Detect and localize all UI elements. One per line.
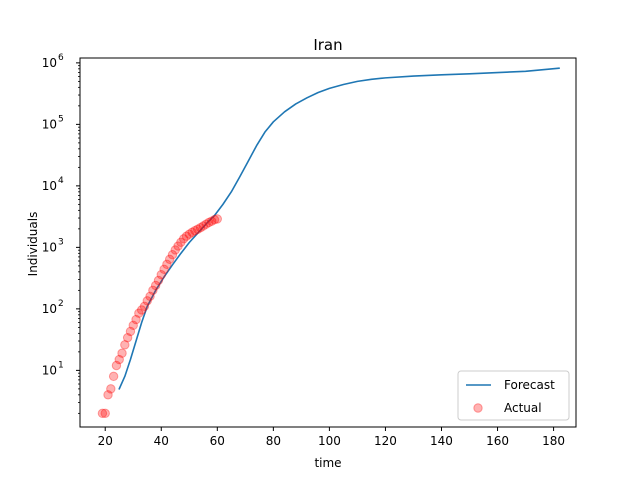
y-tick-exponent: 3 xyxy=(58,237,64,247)
x-tick-label: 140 xyxy=(430,434,453,448)
x-tick-label: 180 xyxy=(542,434,565,448)
x-tick-label: 160 xyxy=(486,434,509,448)
chart-title: Iran xyxy=(313,36,342,54)
actual-point xyxy=(117,348,127,358)
y-tick-label: 10 xyxy=(42,179,57,193)
actual-point xyxy=(103,390,113,400)
actual-point xyxy=(181,231,192,241)
actual-point xyxy=(114,354,124,365)
actual-point xyxy=(97,408,108,419)
x-tick-label: 20 xyxy=(98,434,113,448)
actual-point xyxy=(125,326,136,337)
actual-point xyxy=(150,280,161,291)
actual-point xyxy=(106,384,116,394)
actual-point xyxy=(122,332,133,343)
axes-frame xyxy=(79,57,577,428)
y-tick-exponent: 5 xyxy=(58,114,64,124)
y-tick-exponent: 1 xyxy=(58,360,64,370)
legend-label: Forecast xyxy=(504,378,555,392)
actual-point xyxy=(136,305,147,315)
actual-point xyxy=(153,275,164,286)
legend-box xyxy=(457,370,570,421)
actual-point xyxy=(184,229,194,239)
x-tick-label: 40 xyxy=(154,434,169,448)
y-tick-label: 10 xyxy=(42,302,57,316)
x-axis-label: time xyxy=(314,456,341,470)
y-axis-label: Individuals xyxy=(26,212,40,277)
y-tick-label: 10 xyxy=(42,117,57,131)
actual-point xyxy=(139,301,150,312)
y-tick-exponent: 2 xyxy=(58,299,64,309)
x-tick-label: 120 xyxy=(374,434,397,448)
actual-point xyxy=(212,214,223,224)
forecast-line xyxy=(118,67,560,390)
actual-point xyxy=(131,314,141,325)
actual-point xyxy=(159,264,169,274)
actual-point xyxy=(170,245,180,255)
actual-point xyxy=(176,237,186,247)
y-tick-label: 10 xyxy=(42,363,57,377)
x-axis: 20 40 60 80 100 120 140 160 180 xyxy=(98,427,565,448)
actual-point xyxy=(100,408,110,419)
actual-point xyxy=(145,291,155,302)
legend-label: Actual xyxy=(504,401,542,415)
plot-area xyxy=(97,67,560,419)
y-tick-exponent: 4 xyxy=(58,176,64,186)
actual-point xyxy=(187,227,197,237)
actual-point xyxy=(204,217,214,228)
legend-actual-swatch xyxy=(473,403,483,413)
y-tick-exponent: 6 xyxy=(58,53,64,63)
actual-point xyxy=(128,320,138,331)
actual-point xyxy=(195,222,206,233)
actual-point xyxy=(178,234,189,244)
actual-point xyxy=(120,340,130,350)
legend: Forecast Actual xyxy=(457,370,570,421)
actual-point xyxy=(142,296,152,306)
actual-point xyxy=(198,221,208,231)
actual-point xyxy=(108,371,119,382)
actual-point xyxy=(156,269,166,280)
y-tick-label: 10 xyxy=(42,240,57,254)
actual-point xyxy=(167,249,178,260)
actual-point xyxy=(209,214,220,225)
actual-point xyxy=(201,219,211,229)
actual-point xyxy=(148,285,158,296)
actual-point xyxy=(162,259,172,270)
x-tick-label: 60 xyxy=(210,434,225,448)
actual-point xyxy=(164,254,175,264)
y-tick-label: 10 xyxy=(42,56,57,70)
actual-point xyxy=(111,360,122,371)
actual-point xyxy=(192,224,203,234)
actual-point xyxy=(134,308,144,318)
actual-point xyxy=(207,216,217,226)
x-tick-label: 80 xyxy=(266,434,281,448)
actual-point xyxy=(190,225,200,236)
actual-point xyxy=(173,241,183,251)
x-tick-label: 100 xyxy=(318,434,341,448)
